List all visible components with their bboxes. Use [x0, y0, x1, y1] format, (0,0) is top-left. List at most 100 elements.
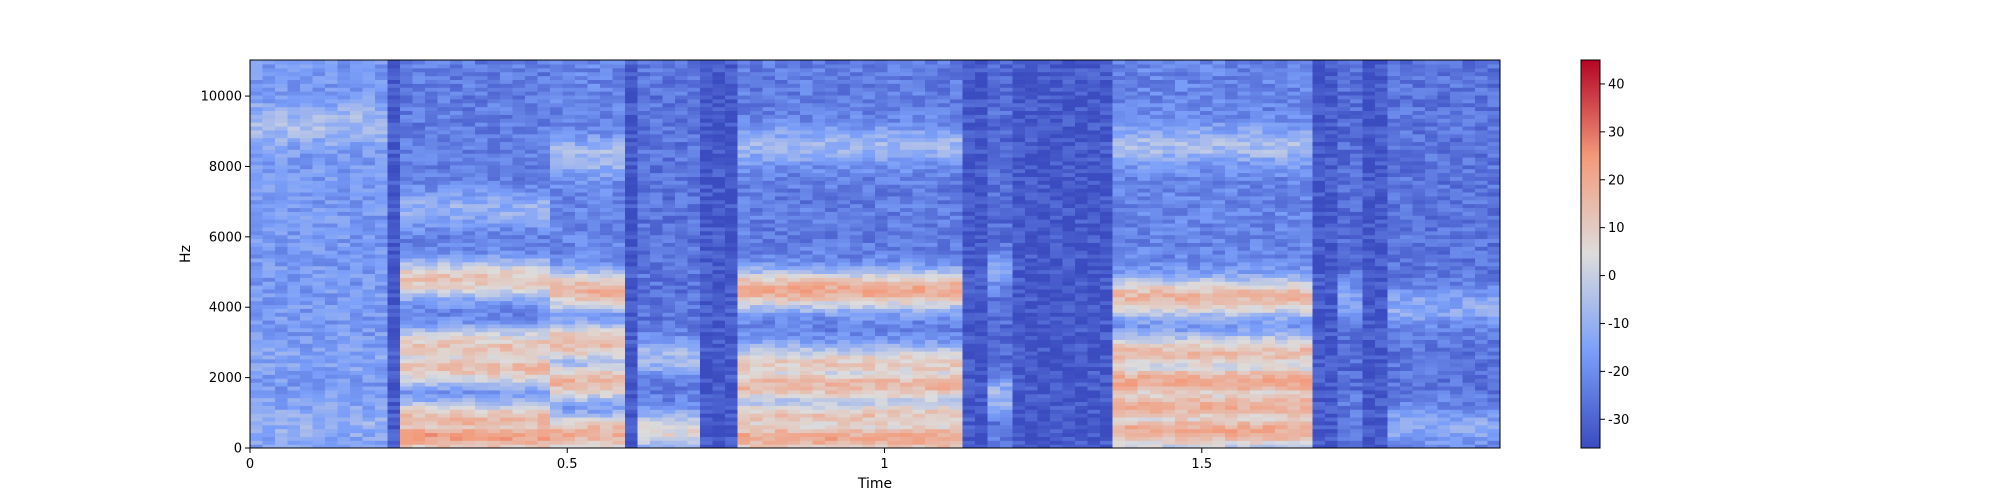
- heatmap-cell: [700, 261, 714, 267]
- heatmap-cell: [525, 374, 539, 379]
- heatmap-cell: [475, 63, 489, 69]
- heatmap-cell: [625, 188, 639, 193]
- heatmap-cell: [750, 323, 764, 329]
- heatmap-cell: [550, 230, 564, 236]
- heatmap-cell: [537, 79, 551, 84]
- heatmap-cell: [812, 416, 826, 422]
- heatmap-cell: [787, 71, 801, 77]
- heatmap-cell: [250, 257, 264, 263]
- heatmap-cell: [362, 327, 376, 333]
- heatmap-cell: [700, 203, 714, 209]
- heatmap-cell: [700, 137, 714, 143]
- heatmap-cell: [287, 180, 301, 185]
- heatmap-cell: [537, 98, 551, 104]
- heatmap-cell: [325, 370, 339, 375]
- heatmap-cell: [275, 60, 289, 65]
- heatmap-cell: [575, 339, 589, 344]
- heatmap-cell: [600, 397, 614, 403]
- heatmap-cell: [512, 401, 526, 406]
- heatmap-cell: [812, 63, 826, 69]
- heatmap-cell: [850, 265, 864, 271]
- heatmap-cell: [300, 246, 314, 251]
- heatmap-cell: [862, 94, 876, 100]
- heatmap-cell: [550, 203, 564, 209]
- heatmap-cell: [537, 94, 551, 100]
- heatmap-cell: [612, 385, 626, 391]
- heatmap-cell: [475, 149, 489, 154]
- heatmap-cell: [787, 436, 801, 441]
- heatmap-cell: [725, 339, 739, 344]
- heatmap-cell: [412, 382, 426, 387]
- heatmap-cell: [862, 234, 876, 240]
- heatmap-cell: [700, 63, 714, 69]
- heatmap-cell: [650, 199, 664, 205]
- heatmap-cell: [650, 339, 664, 344]
- heatmap-cell: [637, 219, 651, 224]
- heatmap-cell: [362, 285, 376, 290]
- heatmap-cell: [812, 347, 826, 352]
- heatmap-cell: [787, 160, 801, 166]
- heatmap-cell: [650, 416, 664, 422]
- heatmap-cell: [725, 160, 739, 166]
- heatmap-cell: [437, 362, 451, 368]
- heatmap-cell: [850, 114, 864, 119]
- heatmap-cell: [337, 416, 351, 422]
- heatmap-cell: [300, 339, 314, 344]
- heatmap-cell: [425, 347, 439, 352]
- heatmap-cell: [575, 416, 589, 422]
- heatmap-cell: [512, 191, 526, 197]
- heatmap-cell: [725, 110, 739, 115]
- heatmap-cell: [837, 413, 851, 418]
- heatmap-cell: [487, 413, 501, 418]
- heatmap-cell: [612, 382, 626, 387]
- heatmap-cell: [575, 265, 589, 271]
- heatmap-cell: [387, 335, 401, 340]
- heatmap-cell: [450, 114, 464, 119]
- heatmap-cell: [787, 327, 801, 333]
- heatmap-cell: [375, 323, 389, 329]
- heatmap-cell: [537, 285, 551, 290]
- heatmap-cell: [550, 308, 564, 313]
- heatmap-cell: [575, 382, 589, 387]
- heatmap-cell: [825, 79, 839, 84]
- heatmap-cell: [412, 316, 426, 321]
- heatmap-cell: [262, 83, 276, 88]
- heatmap-cell: [600, 393, 614, 399]
- heatmap-cell: [812, 141, 826, 146]
- heatmap-cell: [412, 366, 426, 371]
- heatmap-cell: [425, 343, 439, 348]
- heatmap-cell: [650, 323, 664, 329]
- heatmap-cell: [487, 191, 501, 197]
- heatmap-cell: [375, 87, 389, 92]
- heatmap-cell: [862, 180, 876, 185]
- heatmap-cell: [862, 184, 876, 189]
- heatmap-cell: [512, 110, 526, 115]
- heatmap-cell: [575, 234, 589, 240]
- heatmap-cell: [350, 296, 364, 302]
- heatmap-cell: [650, 145, 664, 150]
- heatmap-cell: [400, 316, 414, 321]
- heatmap-cell: [587, 191, 601, 197]
- heatmap-cell: [550, 141, 564, 146]
- heatmap-cell: [500, 75, 514, 80]
- heatmap-cell: [512, 265, 526, 271]
- heatmap-cell: [500, 199, 514, 205]
- heatmap-cell: [412, 370, 426, 375]
- heatmap-cell: [737, 409, 751, 414]
- heatmap-cell: [712, 277, 726, 282]
- heatmap-cell: [625, 102, 639, 108]
- heatmap-cell: [350, 316, 364, 321]
- heatmap-cell: [737, 331, 751, 337]
- heatmap-cell: [812, 257, 826, 263]
- heatmap-cell: [362, 133, 376, 139]
- heatmap-cell: [662, 354, 676, 360]
- heatmap-cell: [800, 327, 814, 333]
- heatmap-cell: [362, 207, 376, 212]
- heatmap-cell: [700, 424, 714, 430]
- heatmap-cell: [700, 102, 714, 108]
- heatmap-cell: [850, 401, 864, 406]
- heatmap-cell: [462, 308, 476, 313]
- heatmap-cell: [862, 409, 876, 414]
- heatmap-cell: [675, 122, 689, 127]
- heatmap-cell: [687, 63, 701, 69]
